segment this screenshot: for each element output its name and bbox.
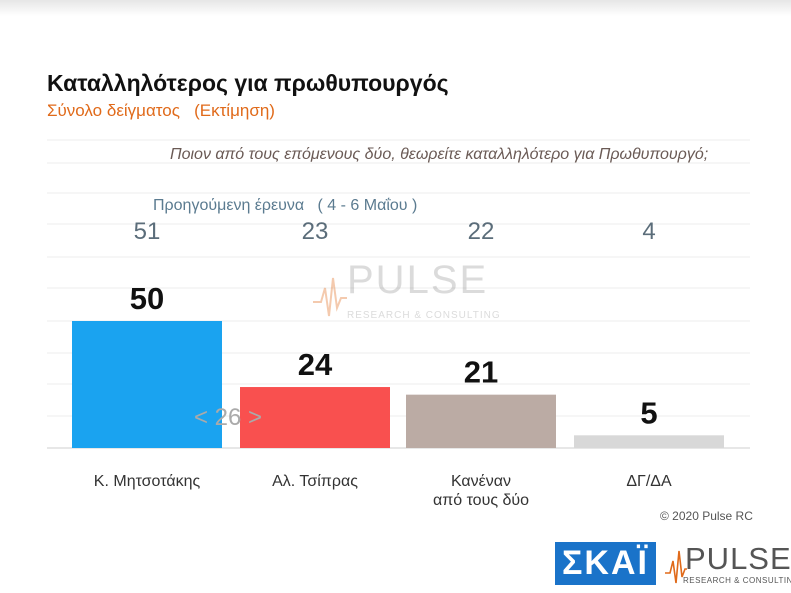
category-label: ΔΓ/ΔΑ	[564, 472, 734, 491]
bars	[72, 321, 724, 448]
bar	[406, 394, 556, 448]
category-label: Κ. Μητσοτάκης	[62, 472, 232, 491]
pulse-logo-subtitle: RESEARCH & CONSULTING	[683, 576, 791, 585]
bar-value-label: 50	[130, 281, 164, 316]
difference-label: < 26 >	[194, 404, 263, 431]
category-label-line: ΔΓ/ΔΑ	[626, 473, 672, 490]
survey-question: Ποιον από τους επόμενους δύο, θεωρείτε κ…	[170, 146, 709, 163]
category-label: Αλ. Τσίπρας	[230, 472, 400, 491]
category-label: Κανέναν από τους δύο	[396, 472, 566, 510]
category-label-line: από τους δύο	[432, 492, 530, 509]
bar-value-label: 21	[464, 355, 498, 390]
previous-value: 23	[301, 218, 329, 245]
bar	[240, 387, 390, 448]
bar-value-label: 5	[640, 395, 657, 430]
top-shadow-bar	[0, 0, 791, 16]
pulse-logo-word: PULSE	[685, 541, 791, 576]
pulse-logo-wave-icon	[665, 550, 687, 584]
watermark-subtitle: RESEARCH & CONSULTING	[347, 310, 501, 321]
category-label-line: Κ. Μητσοτάκης	[93, 473, 201, 490]
skai-logo: ΣΚΑΪ	[555, 542, 656, 585]
copyright: © 2020 Pulse RC	[660, 509, 753, 523]
category-label-line: Αλ. Τσίπρας	[272, 473, 358, 490]
pulse-watermark: PULSE RESEARCH & CONSULTING	[313, 258, 503, 326]
gridlines	[47, 139, 750, 449]
previous-value: 22	[467, 218, 495, 245]
previous-survey-label: Προηγούμενη έρευνα ( 4 - 6 Μαΐου )	[153, 197, 418, 214]
pulse-wave-icon	[313, 277, 347, 317]
value-labels: 50 24 21 5	[130, 281, 658, 430]
watermark-word: PULSE	[347, 258, 489, 302]
chart-title: Καταλληλότερος για πρωθυπουργός	[47, 70, 449, 96]
category-label-line: Κανέναν	[450, 473, 512, 490]
chart-subtitle: Σύνολο δείγματος (Εκτίμηση)	[47, 101, 275, 120]
bar	[72, 321, 222, 448]
bar-value-label: 24	[298, 347, 333, 382]
previous-value: 51	[133, 218, 161, 245]
bar	[574, 435, 724, 448]
previous-value: 4	[642, 218, 656, 245]
pulse-logo: PULSE RESEARCH & CONSULTING	[665, 541, 791, 587]
